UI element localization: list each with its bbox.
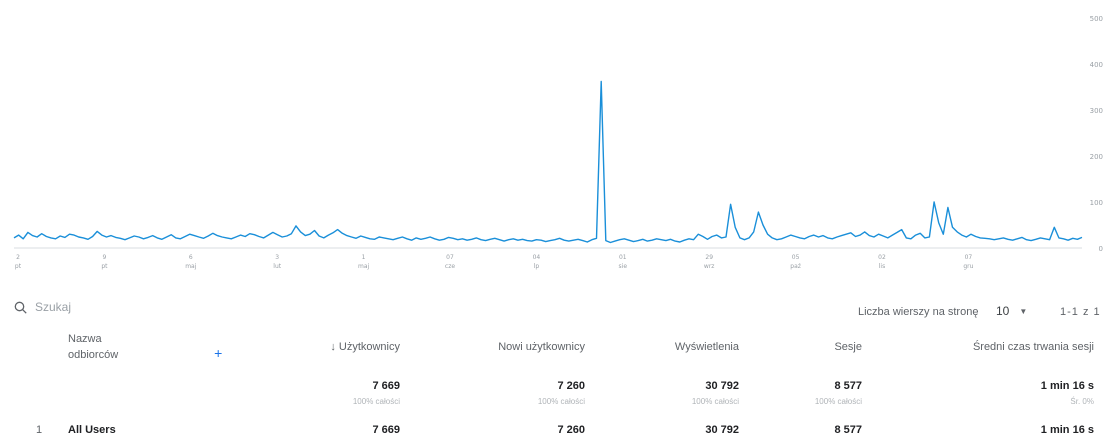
y-tick-label: 400 bbox=[1090, 61, 1103, 69]
y-tick-label: 300 bbox=[1090, 107, 1103, 115]
index-header bbox=[0, 330, 68, 364]
x-tick-day: 02 bbox=[878, 254, 886, 261]
users-line-chart: 500 400 300 200 100 0 2 pt 9 pt 6 maj 3 lut 1 maj 07 cze… bbox=[13, 15, 1103, 270]
x-tick-weekday: wrz bbox=[704, 263, 715, 270]
x-tick: 29 wrz bbox=[704, 254, 715, 270]
users-series-line bbox=[13, 80, 1083, 244]
x-tick-weekday: maj bbox=[185, 263, 197, 270]
y-tick-label: 0 bbox=[1099, 245, 1103, 253]
x-tick-weekday: pt bbox=[15, 263, 22, 270]
x-tick-weekday: cze bbox=[445, 263, 455, 270]
x-tick-weekday: pt bbox=[101, 263, 108, 270]
x-tick: 01 sie bbox=[619, 254, 628, 270]
add-dimension-icon[interactable]: + bbox=[214, 345, 223, 361]
total-sessions: 8 577 100% całości bbox=[814, 380, 862, 406]
row-users: 7 669 bbox=[372, 424, 400, 436]
x-tick-day: 3 bbox=[275, 254, 279, 261]
rows-per-page-value: 10 bbox=[996, 304, 1010, 318]
x-tick: 04 lp bbox=[533, 254, 541, 270]
dimension-header[interactable]: Nazwa odbiorców + bbox=[68, 333, 223, 361]
x-tick-day: 6 bbox=[189, 254, 193, 261]
x-tick-weekday: lis bbox=[879, 263, 885, 270]
rows-per-page-label: Liczba wierszy na stronę bbox=[858, 306, 979, 318]
x-tick: 9 pt bbox=[101, 254, 108, 270]
x-tick-weekday: lp bbox=[534, 263, 540, 270]
rows-per-page-select[interactable]: 10 ▼ bbox=[996, 304, 1027, 318]
x-tick: 02 lis bbox=[878, 254, 886, 270]
x-tick-weekday: lut bbox=[273, 263, 281, 270]
avg-session-time-header[interactable]: Średni czas trwania sesji bbox=[972, 341, 1094, 353]
x-tick: 6 maj bbox=[185, 254, 197, 270]
y-tick-label: 500 bbox=[1090, 15, 1103, 23]
table-row[interactable]: 1 All Users 7 669 7 260 30 792 8 577 1 m… bbox=[0, 422, 1112, 436]
total-views: 30 792 100% całości bbox=[691, 380, 739, 406]
x-tick-weekday: paź bbox=[790, 263, 801, 270]
x-tick-day: 07 bbox=[446, 254, 454, 261]
x-tick-day: 2 bbox=[16, 254, 20, 261]
audience-table: Nazwa odbiorców + ↓ Użytkownicy Nowi użyt… bbox=[0, 330, 1112, 436]
new-users-header[interactable]: Nowi użytkownicy bbox=[498, 341, 585, 353]
search-box[interactable]: Szukaj bbox=[14, 300, 71, 314]
x-tick: 05 paź bbox=[790, 254, 801, 270]
search-input[interactable]: Szukaj bbox=[35, 300, 72, 314]
x-tick-day: 29 bbox=[705, 254, 713, 261]
y-axis-ticks: 500 400 300 200 100 0 bbox=[1090, 15, 1103, 253]
x-axis-ticks: 2 pt 9 pt 6 maj 3 lut 1 maj 07 cze 04 lp 01 sie 29 wrz 05 p… bbox=[15, 254, 974, 270]
row-views: 30 792 bbox=[705, 424, 739, 436]
x-tick: 1 maj bbox=[358, 254, 370, 270]
x-tick: 2 pt bbox=[15, 254, 22, 270]
row-new-users: 7 260 bbox=[557, 424, 585, 436]
row-index: 1 bbox=[36, 424, 43, 436]
row-audience-name[interactable]: All Users bbox=[68, 424, 116, 436]
total-avg-time: 1 min 16 s Śr. 0% bbox=[1040, 380, 1094, 406]
total-new-users: 7 260 100% całości bbox=[537, 380, 585, 406]
row-sessions: 8 577 bbox=[834, 424, 862, 436]
x-tick-weekday: sie bbox=[619, 263, 628, 270]
x-tick-day: 07 bbox=[965, 254, 973, 261]
table-header-row: Nazwa odbiorców + ↓ Użytkownicy Nowi użyt… bbox=[0, 330, 1112, 364]
x-tick-day: 04 bbox=[533, 254, 541, 261]
x-tick-day: 05 bbox=[792, 254, 800, 261]
users-header[interactable]: ↓ Użytkownicy bbox=[330, 341, 400, 353]
x-tick-day: 01 bbox=[619, 254, 627, 261]
views-header[interactable]: Wyświetlenia bbox=[674, 341, 739, 353]
pagination-range: 1-1 z 1 bbox=[1060, 306, 1101, 318]
x-tick-day: 1 bbox=[362, 254, 366, 261]
search-icon bbox=[14, 301, 27, 314]
total-users: 7 669 100% całości bbox=[352, 380, 400, 406]
totals-row: 7 669 100% całości 7 260 100% całości 30 7… bbox=[0, 364, 1112, 422]
x-tick: 07 gru bbox=[963, 254, 973, 270]
sessions-header[interactable]: Sesje bbox=[834, 341, 862, 353]
x-tick-weekday: gru bbox=[963, 263, 973, 270]
chevron-down-icon: ▼ bbox=[1019, 306, 1028, 316]
x-tick-weekday: maj bbox=[358, 263, 370, 270]
x-tick-day: 9 bbox=[102, 254, 106, 261]
x-tick: 07 cze bbox=[445, 254, 455, 270]
table-toolbar: Szukaj Liczba wierszy na stronę 10 ▼ 1-1… bbox=[0, 284, 1112, 324]
y-tick-label: 200 bbox=[1090, 153, 1103, 161]
row-avg-time: 1 min 16 s bbox=[1040, 424, 1094, 436]
y-tick-label: 100 bbox=[1090, 199, 1103, 207]
x-tick: 3 lut bbox=[273, 254, 281, 270]
